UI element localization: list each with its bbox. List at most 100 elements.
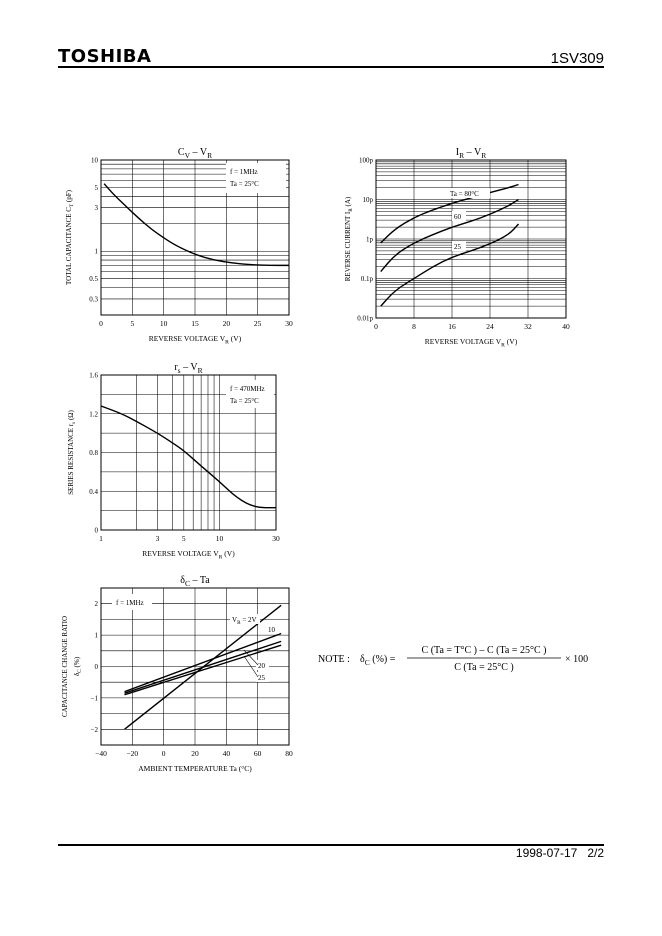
series-label-bg (266, 624, 279, 634)
brand-logo: TOSHIBA (58, 46, 152, 67)
leader-line (243, 655, 259, 678)
series-line (124, 644, 282, 696)
chart-title: rs – VR (174, 362, 202, 375)
y-tick-label: 0 (95, 663, 99, 671)
plot-frame (100, 159, 290, 316)
chart-title: δC – Ta (180, 575, 210, 588)
chart-title: IR – VR (456, 147, 486, 160)
x-tick-label: 30 (272, 534, 280, 543)
y-tick-label: 1 (95, 248, 99, 256)
y-tick-label: 1.6 (89, 372, 98, 380)
part-number: 1SV309 (550, 50, 604, 67)
x-tick-label: 30 (285, 319, 293, 328)
y-tick-label: 0.3 (89, 295, 98, 303)
y-axis-label: CAPACITANCE CHANGE RATIO (61, 616, 69, 717)
note-numerator: C (Ta = T°C ) – C (Ta = 25°C ) (422, 645, 547, 656)
conditions-box (226, 380, 274, 408)
series-label-bg (452, 211, 466, 221)
series-line (124, 640, 282, 694)
footer-rule (58, 844, 604, 846)
series-line (380, 223, 520, 307)
note-formula: NOTE : δC (%) = C (Ta = T°C ) – C (Ta = 25… (318, 645, 588, 673)
x-tick-label: 16 (448, 322, 456, 331)
x-tick-label: 0 (374, 322, 378, 331)
y-tick-label: 0.4 (89, 488, 98, 496)
series-label-bg (256, 672, 269, 682)
series-label-bg (448, 188, 490, 198)
x-tick-label: 40 (562, 322, 570, 331)
x-tick-label: −40 (95, 749, 107, 758)
condition-label: Ta = 25°C (230, 180, 259, 188)
y-tick-label: −1 (91, 694, 99, 702)
y-tick-label: 0 (95, 527, 99, 535)
series-label: 25 (258, 674, 266, 682)
series-label: 10 (268, 626, 276, 634)
leader-line (243, 649, 259, 666)
page-header: TOSHIBA 1SV309 (58, 44, 604, 68)
series-line (124, 632, 282, 693)
note-lhs: δC (%) = (360, 654, 396, 667)
y-tick-label: 1p (366, 236, 374, 244)
x-tick-label: 0 (162, 749, 166, 758)
x-tick-label: 0 (99, 319, 103, 328)
y-tick-label: 100p (359, 157, 374, 165)
note-prefix: NOTE : (318, 654, 350, 665)
chart-cv-vr: f = 1MHz Ta = 25°C 0 5 10 15 20 25 30 0.3 0.5 1 3 5 10… (65, 147, 293, 345)
x-axis-label: REVERSE VOLTAGE VR (V) (149, 334, 242, 345)
series-line (103, 183, 289, 267)
y-tick-label: 2 (95, 600, 99, 608)
chart-title: CV – VR (178, 147, 212, 160)
x-tick-label: −20 (126, 749, 138, 758)
series-label: 60 (454, 213, 462, 221)
note-multiplier: × 100 (565, 654, 588, 665)
y-axis-label: SERIES RESISTANCE rs (Ω) (67, 409, 77, 494)
x-tick-label: 5 (182, 534, 186, 543)
plot-frame (100, 587, 290, 746)
header-rule (58, 66, 604, 68)
x-tick-label: 1 (99, 534, 103, 543)
chart-rs-vr: f = 470MHz Ta = 25°C 1 3 5 10 30 0 0.4 0.8 1.2 1.6 r… (67, 362, 280, 560)
y-tick-label: 3 (95, 204, 99, 212)
footer-page: 2/2 (587, 846, 604, 860)
y-axis-label-2: δC (%) (73, 656, 83, 676)
series-label: 20 (258, 662, 266, 670)
x-tick-label: 20 (223, 319, 231, 328)
x-axis-label: REVERSE VOLTAGE VR (V) (425, 337, 518, 348)
series-line (380, 198, 519, 272)
series-label: VR = 2V (232, 616, 257, 626)
y-tick-label: 1.2 (89, 410, 98, 418)
y-tick-label: 0.01p (357, 315, 373, 323)
x-tick-label: 8 (412, 322, 416, 331)
y-tick-label: 0.5 (89, 275, 98, 283)
y-axis-label: TOTAL CAPACITANCE CT (pF) (65, 189, 75, 285)
y-tick-label: −2 (91, 726, 99, 734)
x-axis-label: REVERSE VOLTAGE VR (V) (142, 549, 235, 560)
y-tick-label: 0.8 (89, 449, 98, 457)
note-denominator: C (Ta = 25°C ) (454, 662, 514, 673)
x-tick-label: 80 (285, 749, 293, 758)
y-tick-label: 0.1p (361, 275, 374, 283)
condition-label: f = 1MHz (116, 599, 144, 607)
chart-dc-ta: f = 1MHz −40 −20 0 20 40 60 80 −2 −1 0 1 2 δC – Ta AMB… (61, 575, 293, 773)
x-tick-label: 5 (130, 319, 134, 328)
series-line (100, 405, 276, 509)
x-tick-label: 25 (254, 319, 262, 328)
x-tick-label: 24 (486, 322, 494, 331)
y-axis-label: REVERSE CURRENT IR (A) (344, 196, 354, 281)
x-tick-label: 10 (160, 319, 168, 328)
y-tick-label: 10p (363, 196, 374, 204)
condition-label: f = 470MHz (230, 385, 265, 393)
conditions-box (112, 594, 152, 610)
footer-date: 1998-07-17 (515, 846, 578, 860)
series-label: 25 (454, 243, 462, 251)
conditions-box (226, 163, 286, 193)
footer: 1998-07-17 2/2 (516, 846, 604, 860)
x-axis-label: AMBIENT TEMPERATURE Ta (°C) (138, 764, 252, 773)
x-tick-label: 10 (216, 534, 224, 543)
condition-label: f = 1MHz (230, 168, 258, 176)
series-line (380, 183, 519, 244)
chart-ir-vr: 0 8 16 24 32 40 0.01p 0.1p 1p 10p 100p IR – VR REVER… (344, 147, 570, 348)
x-tick-label: 40 (223, 749, 231, 758)
x-tick-label: 32 (524, 322, 532, 331)
